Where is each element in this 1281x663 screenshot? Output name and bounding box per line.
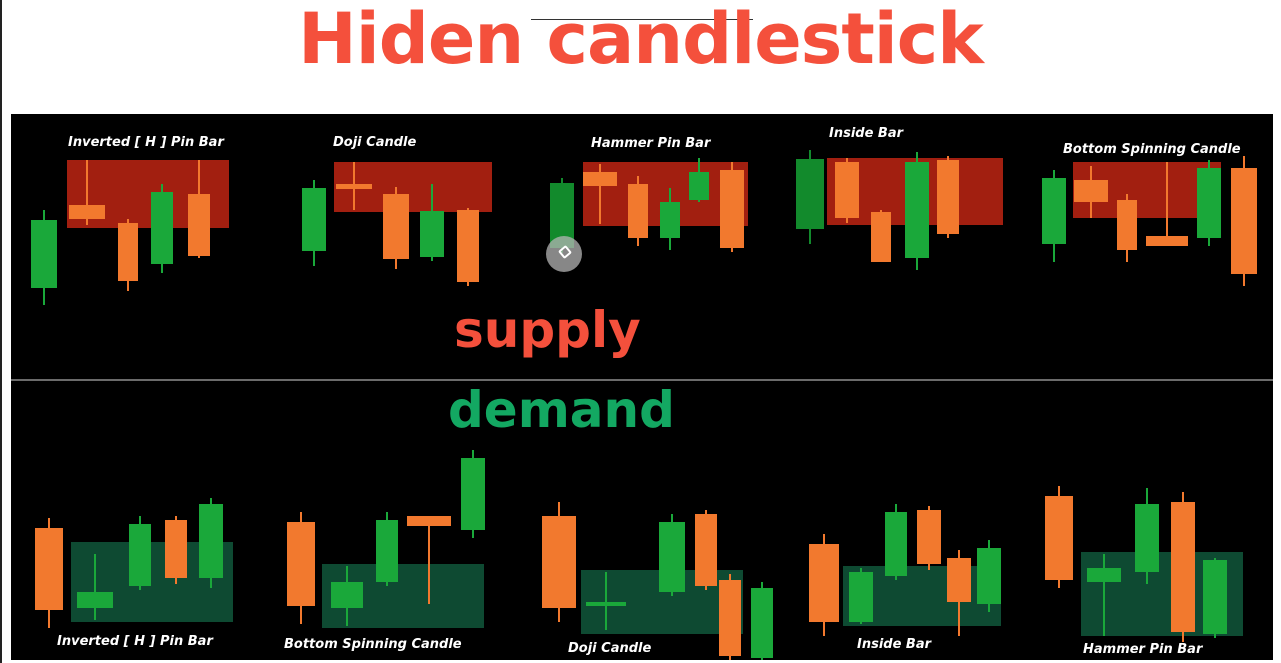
bear-candle [287,512,315,624]
bear-candle [695,510,717,590]
bull-candle [977,540,1001,612]
bear-candle [1045,486,1073,588]
cursor-icon [546,236,582,272]
supply-demand-divider [11,379,1273,381]
bear-candle [1117,194,1137,262]
bear-candle [871,210,891,262]
bull-candle [77,554,113,620]
page-border [0,0,2,663]
page-title: Hiden candlestick [298,0,984,80]
bull-candle [905,152,929,270]
bull-candle [1042,170,1066,262]
bear-candle [719,574,741,660]
bull-candle [199,498,223,588]
pattern-label: Doji Candle [333,135,417,150]
bull-candle [885,504,907,580]
bull-candle [659,514,685,596]
candlestick-panel: Inverted [ H ] Pin Bar Doji Candle Hamme… [11,114,1273,660]
bull-candle [689,158,709,202]
pattern-label: Bottom Spinning Candle [1063,142,1241,157]
bear-candle [457,208,479,286]
bear-candle [1074,166,1108,218]
pattern-label: Bottom Spinning Candle [284,637,462,652]
bear-candle [118,219,138,291]
bear-candle [1171,492,1195,642]
bear-candle [1231,156,1257,286]
bull-candle [1135,488,1159,584]
bear-candle [809,534,839,636]
bear-candle [917,506,941,570]
title-rule [531,19,753,20]
bull-candle [586,572,626,630]
bull-candle [751,582,773,660]
bull-candle [129,516,151,590]
bull-candle [31,210,57,305]
bear-candle [1146,162,1188,248]
bull-candle [1197,160,1221,246]
demand-label: demand [448,381,675,439]
bull-candle [331,566,363,626]
bull-candle [302,180,326,266]
bear-candle [165,516,187,584]
bear-candle [407,516,451,604]
bull-candle [1203,558,1227,638]
bear-candle [35,518,63,628]
bear-candle [720,162,744,252]
pattern-label: Doji Candle [568,641,652,656]
pattern-label: Hammer Pin Bar [1083,642,1203,657]
bear-candle [336,162,372,210]
bull-candle [660,188,680,250]
pattern-label: Inverted [ H ] Pin Bar [68,135,224,150]
bull-candle [849,568,873,624]
pattern-label: Hammer Pin Bar [591,136,711,151]
bear-candle [628,176,648,246]
bear-candle [69,160,105,225]
pattern-label: Inside Bar [829,126,904,141]
bear-candle [383,187,409,269]
bear-candle [835,158,859,223]
bear-candle [947,550,971,636]
pattern-label: Inverted [ H ] Pin Bar [57,634,213,649]
bear-candle [188,160,210,258]
bear-candle [583,164,617,224]
bear-candle [937,156,959,238]
bull-candle [376,512,398,586]
bull-candle [796,150,824,244]
pattern-label: Inside Bar [857,637,932,652]
bull-candle [420,184,444,261]
bear-candle [542,502,576,622]
bull-candle [1087,554,1121,636]
bull-candle [461,450,485,538]
bull-candle [151,184,173,273]
supply-label: supply [454,301,641,359]
